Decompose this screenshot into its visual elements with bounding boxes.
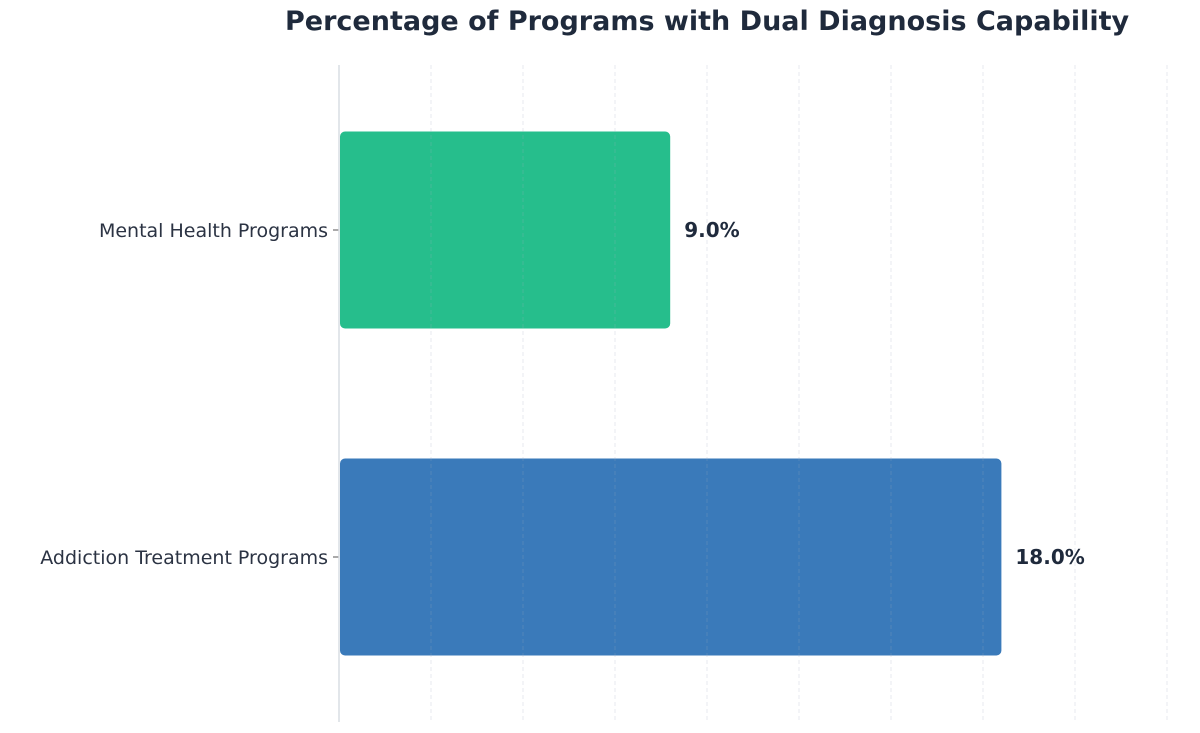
category-label-0: Mental Health Programs: [99, 220, 328, 242]
category-label-1: Addiction Treatment Programs: [40, 547, 328, 569]
data-label-1: 18.0%: [1015, 545, 1084, 569]
bar-1: [340, 458, 1002, 656]
chart-title: Percentage of Programs with Dual Diagnos…: [285, 6, 1130, 37]
bar-0: [340, 131, 671, 329]
data-label-0: 9.0%: [684, 218, 739, 242]
